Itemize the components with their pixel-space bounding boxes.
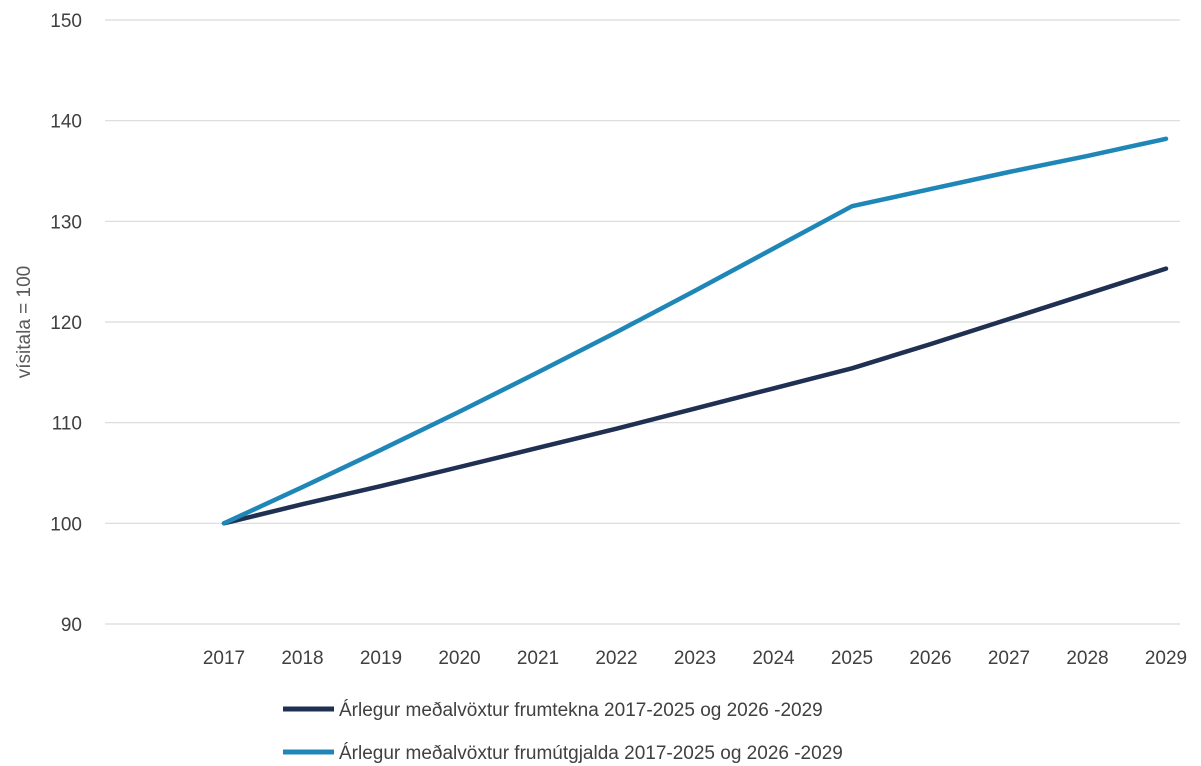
series-lines: [221, 136, 1169, 526]
x-tick-label: 2017: [203, 648, 245, 669]
legend-label: Árlegur meðalvöxtur frumtekna 2017-2025 …: [339, 700, 823, 721]
y-tick-label: 120: [50, 313, 82, 334]
x-tick-label: 2018: [281, 648, 323, 669]
series-line-1: [221, 266, 1169, 526]
x-tick-label: 2022: [595, 648, 637, 669]
y-axis-label: vísitala = 100: [14, 266, 35, 379]
y-axis-ticks: 90 100 110 120 130 140 150: [50, 11, 82, 636]
y-tick-label: 130: [50, 212, 82, 233]
y-tick-label: 100: [50, 514, 82, 535]
x-tick-label: 2024: [752, 648, 795, 669]
x-axis-ticks: 2017 2018 2019 2020 2021 2022 2023 2024 2025 2026…: [203, 648, 1187, 669]
y-tick-label: 150: [50, 11, 82, 32]
x-tick-label: 2028: [1066, 648, 1108, 669]
x-tick-label: 2029: [1145, 648, 1187, 669]
x-tick-label: 2027: [988, 648, 1030, 669]
x-tick-label: 2025: [831, 648, 873, 669]
x-tick-label: 2019: [360, 648, 402, 669]
y-tick-label: 110: [52, 414, 82, 435]
gridlines: [105, 19, 1180, 625]
x-tick-label: 2020: [438, 648, 480, 669]
y-tick-label: 140: [50, 112, 82, 133]
x-tick-label: 2023: [674, 648, 716, 669]
x-tick-label: 2026: [909, 648, 951, 669]
y-tick-label: 90: [61, 615, 82, 636]
legend: Árlegur meðalvöxtur frumtekna 2017-2025 …: [283, 700, 843, 764]
series-line-2: [221, 136, 1169, 526]
legend-label: Árlegur meðalvöxtur frumútgjalda 2017-20…: [339, 743, 843, 764]
x-tick-label: 2021: [517, 648, 559, 669]
